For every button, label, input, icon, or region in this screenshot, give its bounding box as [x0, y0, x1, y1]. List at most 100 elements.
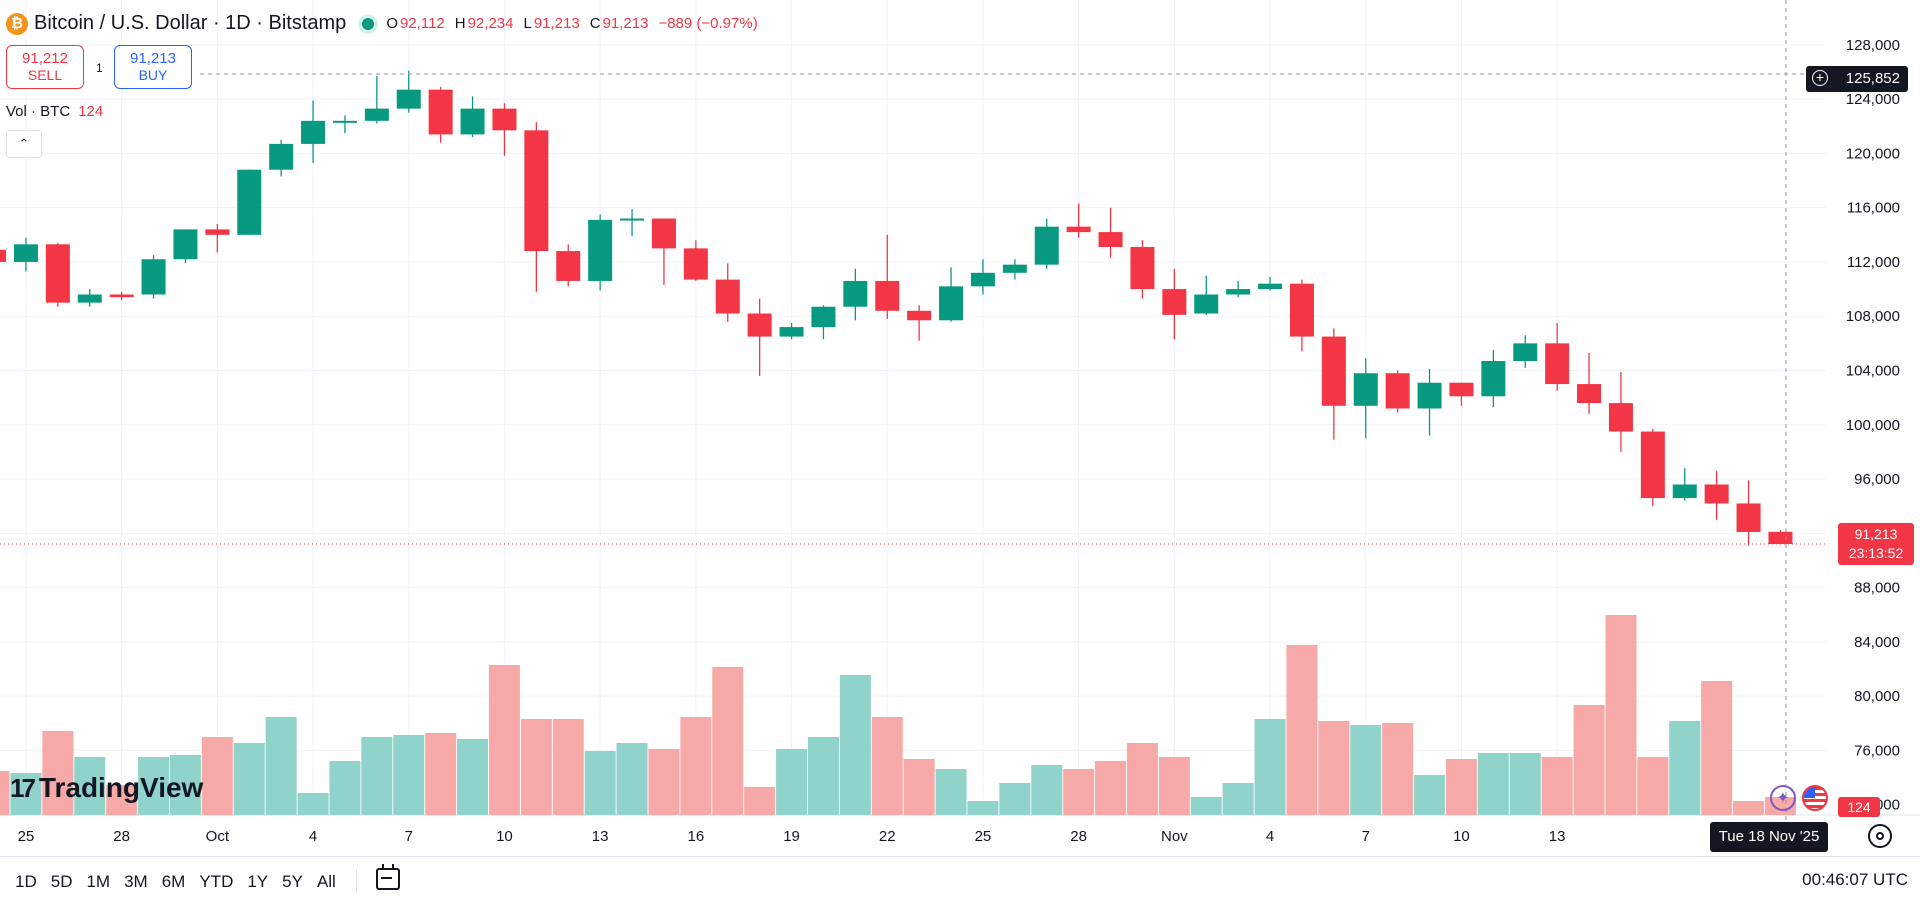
candle-body	[1258, 283, 1283, 290]
sell-price: 91,212	[22, 50, 68, 67]
volume-bar	[616, 743, 648, 815]
volume-bar	[393, 735, 425, 815]
symbol-title[interactable]: Bitcoin / U.S. Dollar · 1D · Bitstamp	[34, 12, 347, 34]
candle	[237, 169, 262, 235]
volume-bar	[648, 749, 680, 815]
bitcoin-icon: ₿	[6, 12, 28, 35]
volume-bar	[1605, 615, 1637, 815]
range-5d[interactable]: 5D	[50, 872, 73, 891]
spark-icon[interactable]: ✦	[1770, 785, 1796, 811]
candle	[1098, 207, 1123, 258]
candle-body	[460, 108, 485, 135]
order-quantity[interactable]: 1	[96, 61, 103, 75]
range-3m[interactable]: 3M	[124, 872, 148, 891]
candle	[428, 86, 453, 143]
price-axis: 72,00076,00080,00084,00088,00092,00096,0…	[1846, 37, 1900, 814]
chevron-up-icon: ⌃	[18, 136, 30, 151]
candle	[747, 298, 772, 376]
collapse-legend-button[interactable]: ⌃	[6, 130, 42, 158]
volume-bar	[776, 749, 808, 815]
utc-clock[interactable]: 00:46:07 UTC	[1802, 870, 1908, 889]
range-6m[interactable]: 6M	[161, 872, 186, 891]
candle	[1672, 468, 1697, 501]
candle	[651, 218, 676, 286]
range-ytd[interactable]: YTD	[199, 872, 234, 891]
candle	[141, 255, 166, 299]
volume-bar	[807, 737, 839, 815]
range-1m[interactable]: 1M	[86, 872, 111, 891]
candle-body	[747, 313, 772, 337]
candle-body	[1289, 283, 1314, 337]
candle-body	[970, 272, 995, 287]
range-5y[interactable]: 5Y	[282, 872, 303, 891]
volume-bar	[1477, 753, 1509, 815]
candle-body	[109, 294, 134, 298]
range-buttons: 1D 5D 1M 3M 6M YTD 1Y 5Y All	[8, 869, 343, 895]
crosshair-price: 125,852	[1845, 70, 1900, 87]
candle	[1066, 203, 1091, 238]
candle	[1034, 218, 1059, 269]
buy-price: 91,213	[130, 50, 176, 67]
candle	[683, 240, 708, 281]
candle	[301, 100, 326, 163]
candle-body	[1321, 336, 1346, 406]
volume-bar	[0, 771, 10, 815]
volume-bar	[265, 717, 297, 815]
candle-body	[1577, 384, 1602, 404]
ohlc-values: O 92,112 H 92,234 L 91,213 C 91,213 −889 (−0…	[386, 15, 758, 32]
market-status-icon[interactable]	[362, 17, 375, 30]
candle	[205, 223, 230, 253]
candle-body	[173, 229, 198, 260]
time-tick-label: 28	[1070, 828, 1087, 845]
volume-bar	[361, 737, 393, 815]
candle	[939, 267, 964, 322]
time-axis: 25 28 Oct 4 7 10 13 16 19 22 25 28 Nov 4 7 10 13	[18, 828, 1566, 845]
last-volume-label: 124	[1838, 797, 1880, 817]
candle-body	[939, 286, 964, 321]
volume-bar	[680, 717, 712, 815]
plus-icon[interactable]: +	[1812, 70, 1828, 86]
tradingview-logo[interactable]: 17 TradingView	[10, 772, 203, 804]
volume-bar	[42, 731, 74, 815]
volume-bar	[1254, 719, 1286, 815]
candle	[875, 234, 900, 319]
volume-bar	[106, 785, 138, 815]
volume-bar	[712, 667, 744, 815]
candle	[1545, 323, 1570, 391]
candle	[1162, 268, 1187, 340]
volume-bar	[1350, 725, 1382, 815]
candle	[1353, 358, 1378, 439]
candle-body	[1449, 382, 1474, 397]
calendar-icon[interactable]	[376, 864, 400, 890]
candle	[843, 268, 868, 321]
candles	[0, 70, 1793, 546]
candle	[556, 244, 581, 287]
candle-body	[1002, 264, 1027, 273]
candle	[1385, 370, 1410, 413]
candle	[332, 115, 357, 134]
range-all[interactable]: All	[316, 872, 336, 891]
time-tick-label: 7	[1362, 828, 1370, 845]
buy-button[interactable]: 91,213 BUY	[114, 45, 192, 89]
candle	[1258, 276, 1283, 291]
candle-body	[588, 219, 613, 281]
volume-legend[interactable]: Vol · BTC 124	[6, 103, 103, 120]
settings-icon[interactable]	[1868, 824, 1892, 848]
candle-body	[1672, 484, 1697, 499]
price-chart[interactable]: 72,00076,00080,00084,00088,00092,00096,0…	[0, 0, 1920, 856]
candle-body	[364, 108, 389, 121]
volume-bar	[1445, 759, 1477, 815]
candle-body	[492, 108, 517, 131]
volume-bar	[1541, 757, 1573, 815]
range-1y[interactable]: 1Y	[247, 872, 269, 891]
range-1d[interactable]: 1D	[15, 872, 37, 891]
candle-body	[1481, 360, 1506, 397]
candle-body	[1162, 289, 1187, 315]
volume-bar	[903, 759, 935, 815]
price-tick-label: 96,000	[1854, 471, 1900, 488]
us-flag-icon[interactable]	[1802, 785, 1828, 811]
volume-bar	[457, 739, 489, 815]
candle	[1736, 480, 1761, 546]
candle-body	[1608, 403, 1633, 432]
sell-button[interactable]: 91,212 SELL	[6, 45, 84, 89]
